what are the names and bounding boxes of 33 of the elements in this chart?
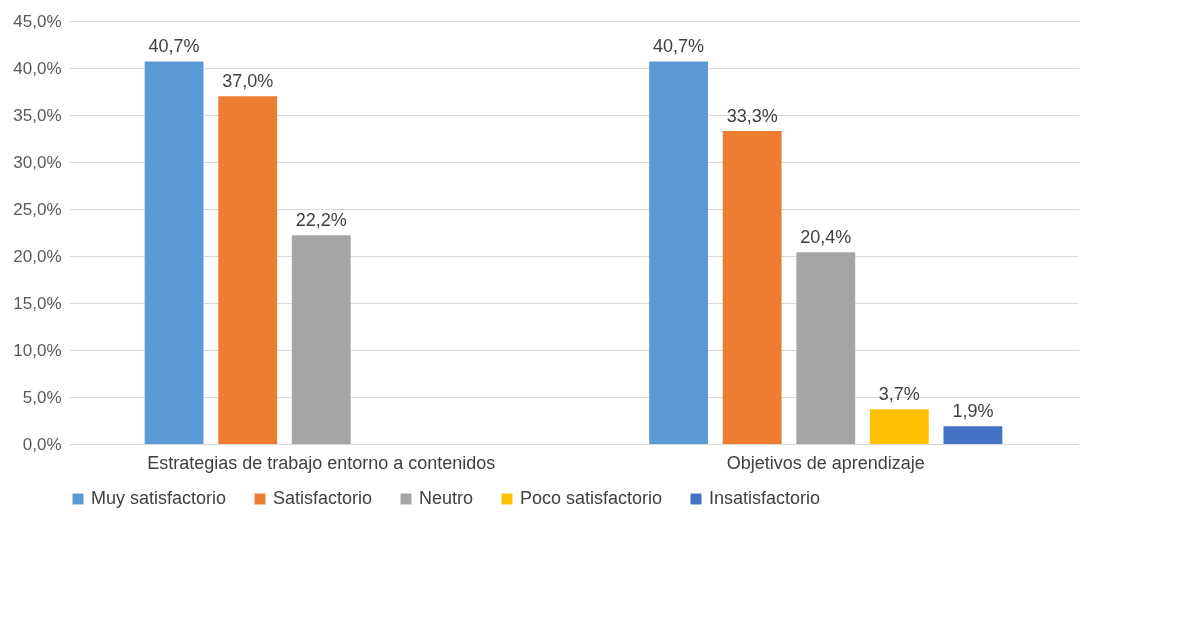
y-tick-label: 25,0% (13, 199, 62, 219)
y-tick-label: 35,0% (13, 105, 62, 125)
x-tick-label: Estrategias de trabajo entorno a contenidos (147, 452, 496, 473)
y-tick-label: 30,0% (13, 152, 62, 172)
legend-label: Neutro (419, 488, 474, 508)
y-tick-label: 45,0% (13, 11, 62, 31)
y-tick-label: 5,0% (22, 387, 62, 407)
y-tick-label: 15,0% (13, 293, 62, 313)
y-tick-label: 10,0% (13, 340, 62, 360)
x-tick-label: Objetivos de aprendizaje (726, 452, 925, 473)
data-label: 37,0% (222, 71, 274, 92)
data-label: 22,2% (295, 210, 347, 231)
bar (796, 252, 856, 444)
legend-label: Satisfactorio (273, 488, 373, 508)
legend-label: Poco satisfactorio (520, 488, 663, 508)
bar (943, 426, 1003, 444)
legend-label: Muy satisfactorio (91, 488, 227, 508)
y-tick-label: 40,0% (13, 58, 62, 78)
bar (218, 96, 278, 444)
y-tick-label: 20,0% (13, 246, 62, 266)
bar (291, 235, 351, 444)
bar (144, 61, 204, 444)
bar (869, 409, 929, 444)
y-tick-label: 0,0% (22, 434, 62, 454)
bar (649, 61, 709, 444)
data-label: 20,4% (800, 227, 852, 248)
data-label: 1,9% (952, 401, 994, 422)
legend-label: Insatisfactorio (709, 488, 821, 508)
data-label: 40,7% (148, 36, 200, 57)
data-label: 3,7% (878, 384, 920, 405)
bar (722, 130, 782, 444)
data-label: 40,7% (653, 36, 705, 57)
data-label: 33,3% (726, 105, 778, 126)
